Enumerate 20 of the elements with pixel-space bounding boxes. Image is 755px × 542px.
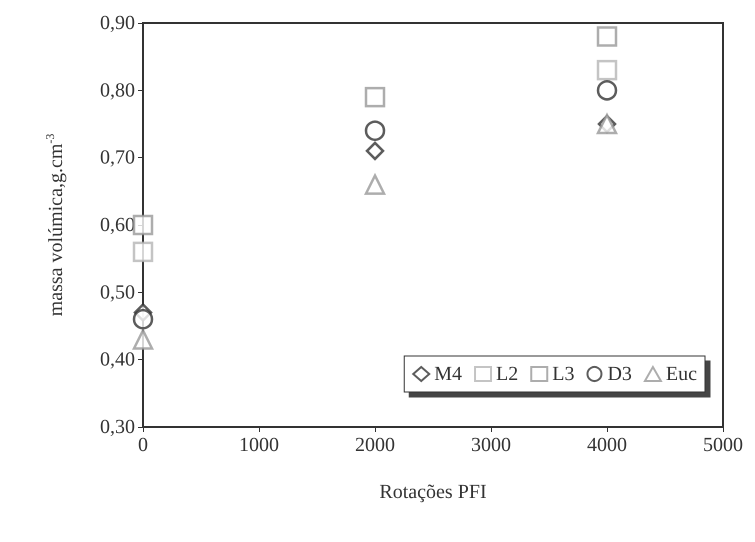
- y-axis-title: massa volúmica,g.cm-3: [43, 134, 67, 316]
- x-tick-label: 5000: [703, 434, 743, 456]
- legend-label: D3: [607, 363, 632, 385]
- legend-label: Euc: [666, 363, 698, 385]
- y-tick-label: 0,60: [100, 214, 135, 236]
- legend-label: L3: [552, 363, 574, 385]
- x-tick-label: 1000: [239, 434, 279, 456]
- x-axis-title: Rotações PFI: [379, 481, 487, 503]
- y-tick-label: 0,80: [100, 79, 135, 102]
- x-tick-label: 4000: [587, 434, 627, 456]
- x-tick-label: 3000: [471, 434, 511, 456]
- x-tick-label: 0: [138, 434, 148, 456]
- y-tick-label: 0,50: [100, 281, 135, 304]
- legend-label: M4: [434, 363, 462, 385]
- y-tick-label: 0,40: [100, 348, 135, 371]
- y-tick-label: 0,30: [100, 416, 135, 438]
- legend-label: L2: [496, 363, 518, 385]
- y-tick-label: 0,90: [100, 12, 135, 34]
- y-tick-label: 0,70: [100, 146, 135, 169]
- x-tick-label: 2000: [355, 434, 395, 456]
